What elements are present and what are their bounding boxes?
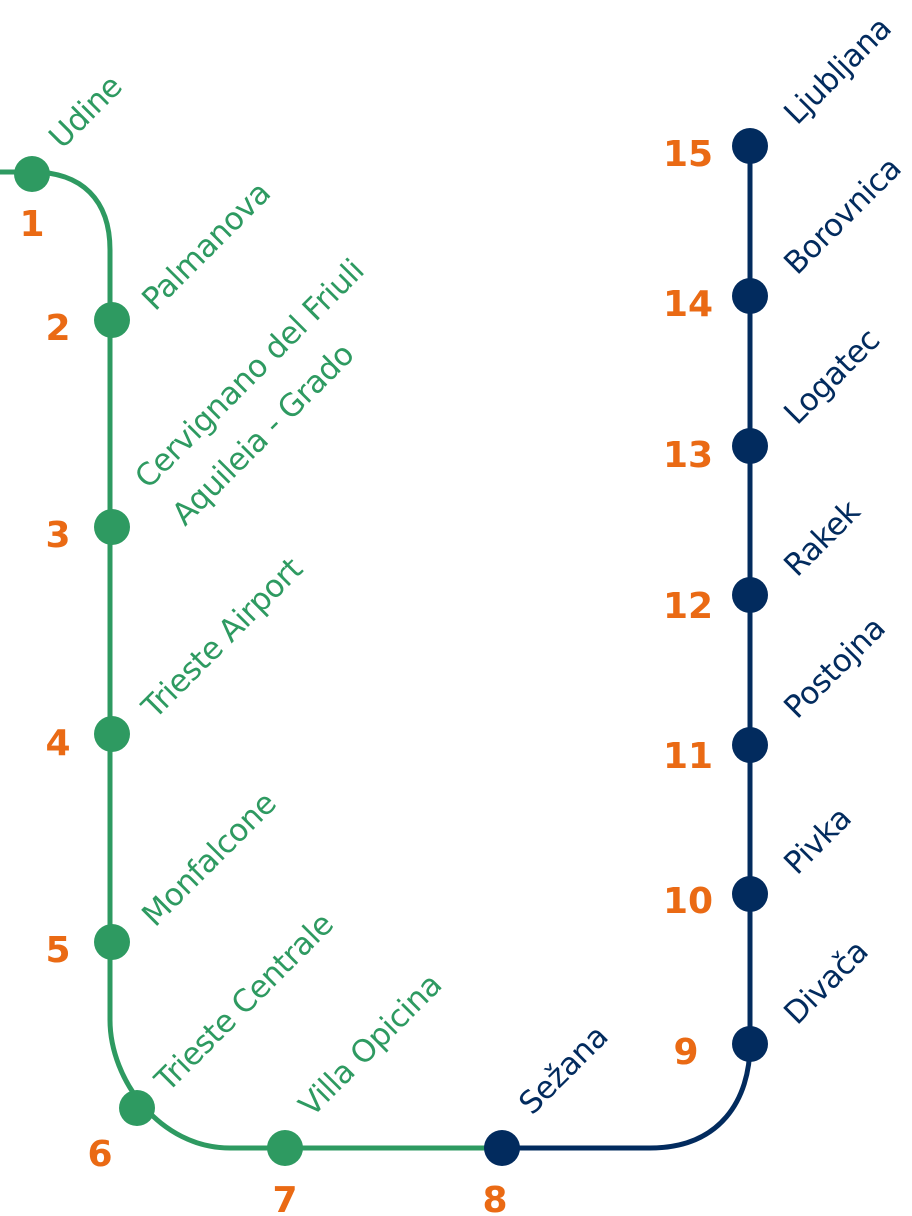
station-label-rakek: Rakek bbox=[777, 493, 867, 583]
station-label-borovnica: Borovnica bbox=[777, 151, 908, 282]
station-dot-palmanova[interactable] bbox=[94, 302, 130, 338]
station-dot-trieste-centrale[interactable] bbox=[119, 1090, 155, 1126]
station-dot-ljubljana[interactable] bbox=[732, 128, 768, 164]
station-dot-postojna[interactable] bbox=[732, 727, 768, 763]
station-dot-monfalcone[interactable] bbox=[94, 924, 130, 960]
station-number-8: 8 bbox=[482, 1180, 507, 1216]
station-number-4: 4 bbox=[45, 723, 70, 764]
station-number-1: 1 bbox=[19, 204, 44, 245]
station-label-villa-opicina: Villa Opicina bbox=[292, 967, 449, 1124]
station-dot-rakek[interactable] bbox=[732, 577, 768, 613]
station-label-trieste-airport: Trieste Airport bbox=[134, 551, 309, 726]
station-dot-villa-opicina[interactable] bbox=[267, 1130, 303, 1166]
station-label-logatec: Logatec bbox=[777, 322, 887, 432]
station-dot-borovnica[interactable] bbox=[732, 278, 768, 314]
station-dot-trieste-airport[interactable] bbox=[94, 716, 130, 752]
station-dot-cervignano[interactable] bbox=[94, 509, 130, 545]
station-dot-pivka[interactable] bbox=[732, 876, 768, 912]
station-number-15: 15 bbox=[663, 134, 713, 175]
station-number-10: 10 bbox=[663, 881, 713, 922]
station-number-14: 14 bbox=[663, 284, 713, 325]
station-label-pivka: Pivka bbox=[777, 800, 858, 881]
station-label-monfalcone: Monfalcone bbox=[135, 785, 283, 933]
station-label-udine: Udine bbox=[42, 69, 129, 156]
station-dot-sezana[interactable] bbox=[484, 1130, 520, 1166]
station-dot-divaca[interactable] bbox=[732, 1026, 768, 1062]
station-number-7: 7 bbox=[272, 1180, 297, 1216]
station-number-11: 11 bbox=[663, 736, 713, 777]
station-label-divaca: Divača bbox=[777, 933, 875, 1031]
station-label-ljubljana: Ljubljana bbox=[777, 10, 898, 131]
station-label-postojna: Postojna bbox=[777, 610, 892, 725]
station-number-12: 12 bbox=[663, 586, 713, 627]
station-dot-udine[interactable] bbox=[14, 156, 50, 192]
station-number-2: 2 bbox=[45, 308, 70, 349]
station-label-palmanova: Palmanova bbox=[135, 175, 278, 318]
station-dot-logatec[interactable] bbox=[732, 428, 768, 464]
station-number-5: 5 bbox=[45, 930, 70, 971]
station-number-9: 9 bbox=[673, 1032, 698, 1073]
station-number-6: 6 bbox=[87, 1134, 112, 1175]
station-label-trieste-centrale: Trieste Centrale bbox=[147, 906, 340, 1099]
station-number-3: 3 bbox=[45, 515, 70, 556]
station-label-sezana: Sežana bbox=[512, 1019, 615, 1122]
station-number-13: 13 bbox=[663, 435, 713, 476]
